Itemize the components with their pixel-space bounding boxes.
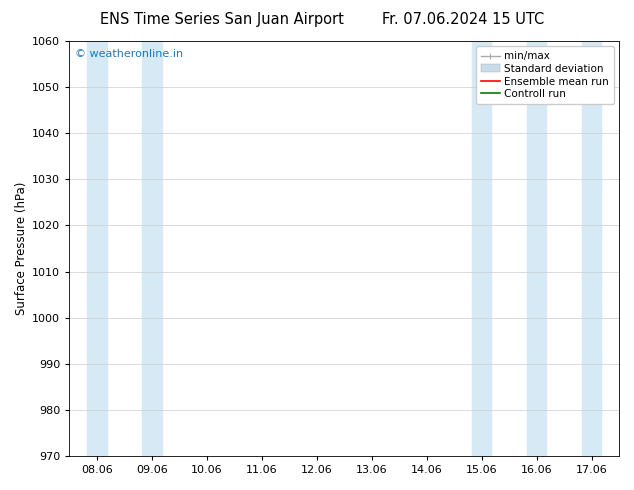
Bar	[142, 41, 162, 456]
Y-axis label: Surface Pressure (hPa): Surface Pressure (hPa)	[15, 182, 28, 315]
Legend: min/max, Standard deviation, Ensemble mean run, Controll run: min/max, Standard deviation, Ensemble me…	[476, 46, 614, 104]
Bar	[472, 41, 491, 456]
Bar	[581, 41, 602, 456]
Text: Fr. 07.06.2024 15 UTC: Fr. 07.06.2024 15 UTC	[382, 12, 544, 27]
Text: © weatheronline.in: © weatheronline.in	[75, 49, 183, 59]
Bar	[527, 41, 547, 456]
Bar	[87, 41, 107, 456]
Text: ENS Time Series San Juan Airport: ENS Time Series San Juan Airport	[100, 12, 344, 27]
